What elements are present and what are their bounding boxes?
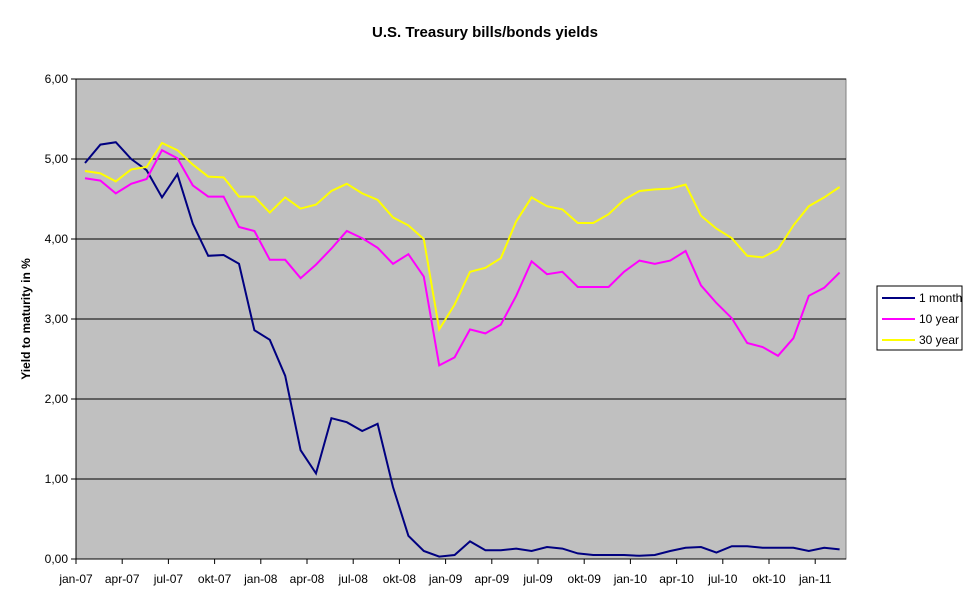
- legend-label: 1 month: [919, 291, 962, 305]
- x-tick-label: jul-10: [707, 572, 738, 586]
- x-tick-label: jan-10: [613, 572, 648, 586]
- chart-title: U.S. Treasury bills/bonds yields: [372, 24, 598, 41]
- legend: 1 month 10 year 30 year: [876, 285, 963, 351]
- x-axis: jan-07 apr-07 jul-07 okt-07 jan-08 apr-08 jul-…: [58, 558, 846, 586]
- y-tick-label: 5,00: [45, 152, 69, 166]
- legend-label: 30 year: [919, 333, 959, 347]
- x-tick-label: jan-07: [58, 572, 93, 586]
- x-tick-label: apr-08: [290, 572, 325, 586]
- x-tick-label: jul-07: [153, 572, 184, 586]
- series-line-10-year: [84, 148, 841, 367]
- y-axis-label: Yield to maturity in %: [19, 258, 33, 380]
- y-tick-label: 3,00: [45, 312, 69, 326]
- x-tick-label: okt-08: [383, 572, 417, 586]
- x-tick-label: okt-07: [198, 572, 232, 586]
- x-tick-label: apr-10: [659, 572, 694, 586]
- x-tick-label: jul-08: [338, 572, 369, 586]
- x-tick-label: jan-08: [243, 572, 278, 586]
- y-tick-label: 4,00: [45, 232, 69, 246]
- x-tick-label: apr-07: [105, 572, 140, 586]
- gridlines: [76, 78, 846, 480]
- y-tick-label: 0,00: [45, 552, 69, 566]
- legend-label: 10 year: [919, 312, 959, 326]
- y-tick-label: 6,00: [45, 72, 69, 86]
- x-tick-label: jan-09: [428, 572, 463, 586]
- x-tick-label: jan-11: [798, 572, 832, 586]
- y-tick-label: 1,00: [45, 472, 69, 486]
- series-lines: [84, 141, 841, 558]
- x-tick-label: jul-09: [522, 572, 553, 586]
- x-tick-label: apr-09: [474, 572, 509, 586]
- y-tick-label: 2,00: [45, 392, 69, 406]
- x-tick-label: okt-10: [752, 572, 786, 586]
- series-line-1-month: [84, 141, 840, 558]
- x-tick-label: okt-09: [568, 572, 602, 586]
- y-axis: 0,00 1,00 2,00 3,00 4,00 5,00 6,00: [45, 72, 77, 566]
- series-line-30-year: [84, 141, 841, 333]
